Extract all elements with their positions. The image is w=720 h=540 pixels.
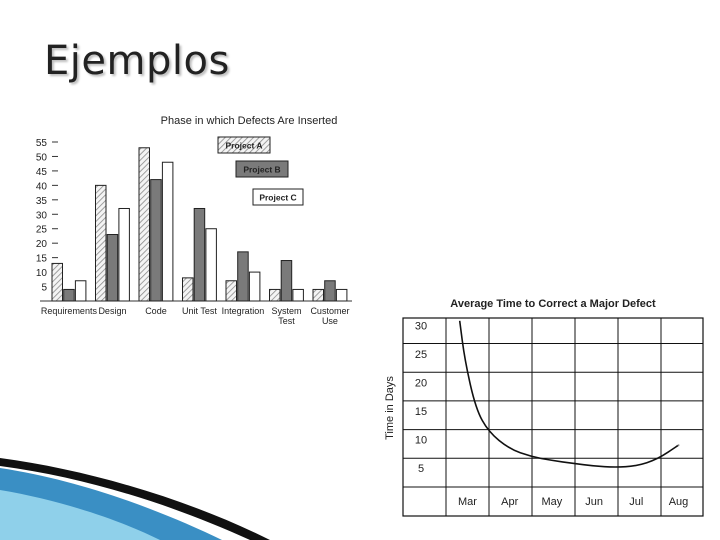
bar-x-tick-label: Requirements — [41, 306, 98, 316]
bar-project-c-2 — [161, 161, 174, 302]
bar-project-a-1 — [95, 184, 107, 302]
bar-x-tick-label: Design — [98, 306, 126, 316]
line-y-tick-label: 5 — [418, 463, 424, 475]
line-chart-y-axis-label: Time in Days — [384, 376, 396, 440]
line-y-tick-label: 30 — [415, 321, 427, 333]
line-x-tick-label: Mar — [458, 496, 477, 508]
legend-swatch-2 — [252, 188, 304, 206]
line-y-tick-label: 20 — [415, 378, 427, 390]
bar-x-tick-label: Use — [322, 316, 338, 326]
bar-x-tick-label: Unit Test — [182, 306, 217, 316]
bar-y-tick-label: 35 — [36, 196, 48, 207]
bar-project-a-4 — [225, 280, 237, 302]
line-x-tick-label: Jun — [585, 496, 603, 508]
bar-x-tick-label: System — [271, 306, 301, 316]
bar-project-c-4 — [248, 271, 261, 302]
bar-x-tick-label: Integration — [222, 306, 265, 316]
line-x-tick-label: Aug — [669, 496, 689, 508]
bar-project-b-5 — [280, 260, 293, 302]
legend-label-bg — [241, 164, 283, 174]
bar-project-a-5 — [269, 288, 281, 302]
bar-project-c-1 — [118, 207, 130, 302]
bar-y-tick-label: 25 — [36, 225, 48, 236]
swoosh-dark — [0, 458, 270, 540]
bar-project-b-4 — [237, 251, 249, 302]
slide-title: Ejemplos — [44, 38, 230, 84]
bar-y-tick-label: 15 — [36, 254, 48, 265]
line-x-tick-label: May — [542, 496, 563, 508]
legend-entry-0: Project A — [225, 141, 262, 151]
bar-project-a-0 — [51, 262, 63, 302]
bar-y-tick-label: 20 — [36, 239, 48, 250]
bar-project-b-6 — [324, 280, 336, 302]
bar-chart-legend: Project A Project B Project C — [217, 136, 304, 206]
bar-project-b-1 — [106, 234, 119, 302]
bar-y-tick-label: 50 — [36, 152, 48, 163]
line-x-tick-label: Apr — [501, 496, 518, 508]
bar-project-c-3 — [205, 228, 217, 302]
bar-project-a-6 — [312, 288, 324, 302]
line-y-tick-label: 10 — [415, 435, 427, 447]
swoosh-light-blue — [0, 490, 160, 540]
line-chart-title: Average Time to Correct a Major Defect — [450, 298, 656, 310]
line-x-tick-label: Jul — [629, 496, 643, 508]
bar-project-c-0 — [74, 280, 87, 302]
bar-x-tick-label: Test — [278, 316, 295, 326]
line-chart-grid — [402, 317, 704, 517]
bar-x-tick-label: Code — [145, 306, 167, 316]
bar-project-a-3 — [182, 277, 194, 302]
legend-label-bg — [221, 140, 267, 150]
bar-y-tick-label: 55 — [36, 138, 48, 149]
bar-project-a-2 — [138, 147, 150, 302]
bar-chart-bars — [51, 147, 348, 302]
bar-chart-title: Phase in which Defects Are Inserted — [161, 115, 338, 127]
legend-entry-2: Project C — [259, 193, 296, 203]
bar-y-tick-label: 40 — [36, 181, 48, 192]
line-chart-tick-labels: 5 10 15 20 25 30 Mar Apr May Jun Jul Aug — [415, 321, 688, 509]
line-plot-frame — [402, 317, 704, 517]
bar-project-b-2 — [150, 179, 162, 302]
bar-chart-x-labels: Requirements Design Code Unit Test Integrati… — [41, 306, 350, 326]
line-y-tick-label: 25 — [415, 349, 427, 361]
series-line — [458, 320, 680, 468]
bar-project-c-5 — [292, 288, 304, 302]
bar-y-tick-label: 10 — [36, 268, 48, 279]
bar-project-b-3 — [193, 207, 206, 302]
bar-y-tick-label: 45 — [36, 167, 48, 178]
legend-entry-1: Project B — [243, 165, 280, 175]
bar-y-tick-label: 30 — [36, 210, 48, 221]
bar-x-tick-label: Customer — [310, 306, 349, 316]
bar-project-b-0 — [63, 288, 75, 302]
bar-project-c-6 — [335, 288, 348, 302]
line-y-tick-label: 15 — [415, 406, 427, 418]
bar-y-tick-label: 5 — [41, 283, 47, 294]
